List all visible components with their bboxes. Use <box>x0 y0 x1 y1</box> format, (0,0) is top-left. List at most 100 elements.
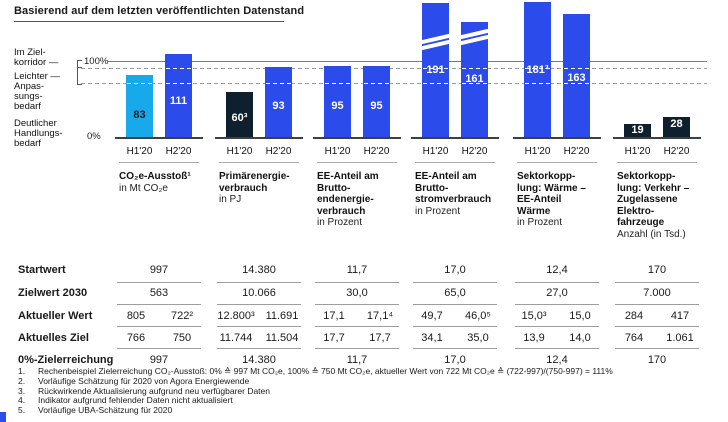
table-cell: 27,0 <box>546 287 568 299</box>
table-cell: 15,0 <box>569 310 591 322</box>
footnote-text: Rückwirkende Aktualisierung aufgrund neu… <box>38 385 270 396</box>
table-row-rule <box>413 348 497 349</box>
table-cell: 15,0³ <box>521 310 547 322</box>
column-label: H1'20 <box>226 146 253 157</box>
table-row-rule <box>315 304 399 305</box>
table-cell: 10.066 <box>242 287 276 299</box>
table-cell: 12,4 <box>546 354 568 366</box>
group-underline <box>517 162 597 163</box>
group-underline <box>219 162 299 163</box>
dashed-gridline-overlay <box>462 83 487 85</box>
table-cell: 17,7 <box>369 332 391 344</box>
axis-zone-label-leichter-anpassungsbedarf: Leichter — Anpas-sungs-bedarf <box>14 71 60 112</box>
footnote-number: 3. <box>18 385 26 396</box>
table-cell: 17,1⁴ <box>366 310 394 322</box>
zone-bracket <box>77 60 83 85</box>
bar-value-label: 28 <box>670 118 683 130</box>
table-cell: 170 <box>647 264 667 276</box>
table-cell: 1.061 <box>666 332 694 344</box>
table-cell: 34,1 <box>421 332 443 344</box>
table-row-rule <box>615 326 699 327</box>
bar-value-label: 181³ <box>526 64 549 76</box>
table-cell: 750 <box>172 332 192 344</box>
dashed-gridline-overlay <box>127 83 152 85</box>
x-axis-baseline <box>115 137 203 139</box>
x-axis-baseline <box>313 137 401 139</box>
table-row-rule <box>217 304 301 305</box>
table-cell: 7.000 <box>643 287 671 299</box>
bar-co2e-ausstoss-h2 <box>165 54 192 138</box>
column-label: H2'20 <box>363 146 390 157</box>
footnote-text: Vorläufige Schätzung für 2020 von Agora … <box>38 375 250 386</box>
dashed-gridline-overlay <box>564 83 589 85</box>
table-cell: 17,7 <box>323 332 345 344</box>
x-axis-baseline <box>411 137 499 139</box>
table-cell: 49,7 <box>421 310 443 322</box>
table-cell: 17,1 <box>323 310 345 322</box>
table-cell: 30,0 <box>346 287 368 299</box>
table-row-rule <box>217 348 301 349</box>
dashed-gridline-overlay <box>525 83 550 85</box>
category-title-sektorkopplung-verkehr: Sektorkopp-lung: Verkehr – Zugelassene Ele… <box>617 171 690 240</box>
table-cell: 170 <box>647 354 667 366</box>
dashed-gridline-overlay <box>166 68 191 70</box>
table-row-rule <box>615 304 699 305</box>
bar-value-label: 163 <box>567 72 586 84</box>
column-label: H2'20 <box>461 146 488 157</box>
table-cell: 997 <box>149 354 169 366</box>
bar-sektorkopplung-verkehr-h1 <box>624 124 651 138</box>
table-row-rule <box>413 326 497 327</box>
bar-sektorkopplung-waerme-h2 <box>563 14 590 138</box>
axis-break-mark <box>417 32 454 51</box>
table-row-rule <box>315 282 399 283</box>
column-label: H2'20 <box>663 146 690 157</box>
category-title-ee-anteil-bruttoendenergieverbrauch: EE-Anteil am Brutto-endenergie-verbrauch i… <box>317 171 379 228</box>
category-title-ee-anteil-bruttostromverbrauch: EE-Anteil am Brutto-stromverbrauch in Proz… <box>415 171 492 217</box>
gridline-dashed-lower <box>81 83 707 85</box>
table-cell: 13,9 <box>523 332 545 344</box>
bar-value-label: 83 <box>133 109 146 121</box>
table-cell: 12,4 <box>546 264 568 276</box>
column-label: H1'20 <box>524 146 551 157</box>
bar-sektorkopplung-waerme-h1 <box>524 2 551 138</box>
group-underline <box>617 162 697 163</box>
table-cell: 417 <box>670 310 690 322</box>
bar-value-label: 95 <box>331 100 344 112</box>
category-title-sektorkopplung-waerme: Sektorkopp-lung: Wärme – EE-Anteil Wärme in… <box>517 171 586 228</box>
gridline-100-percent <box>107 61 707 63</box>
table-row-rule <box>117 326 201 327</box>
table-cell: 14.380 <box>242 264 276 276</box>
bar-ee-anteil-bruttoendenergieverbrauch-h1 <box>324 66 351 138</box>
table-cell: 722² <box>170 310 194 322</box>
x-axis-baseline <box>215 137 303 139</box>
dashed-gridline-overlay <box>462 68 487 70</box>
table-cell: 11.691 <box>265 310 299 322</box>
bar-sektorkopplung-verkehr-h2 <box>663 117 690 138</box>
bar-primaerenergieverbrauch-h2 <box>265 67 292 138</box>
table-cell: 563 <box>149 287 169 299</box>
bar-value-label: 60³ <box>231 112 248 124</box>
footnote-number: 1. <box>18 366 26 376</box>
table-row-rule <box>217 326 301 327</box>
axis-zone-label-im-zielkorridor: Im Ziel-korridor — <box>14 47 59 68</box>
table-cell: 766 <box>126 332 146 344</box>
table-row-label: Aktueller Wert <box>18 310 93 322</box>
column-label: H2'20 <box>563 146 590 157</box>
table-cell: 11.504 <box>265 332 299 344</box>
footnote-text: Indikator aufgrund fehlender Daten nicht… <box>38 395 233 406</box>
y-axis-tick-100: 100% <box>84 56 109 67</box>
table-cell: 14,0 <box>569 332 591 344</box>
footnote-text: Rechenbeispiel Zielerreichung CO₂-Aussto… <box>38 366 613 376</box>
table-cell: 35,0 <box>467 332 489 344</box>
dashed-gridline-overlay <box>364 83 389 85</box>
table-row-label: Startwert <box>18 264 66 276</box>
axis-break-mark <box>456 27 493 46</box>
table-cell: 14.380 <box>242 354 276 366</box>
table-row-label: 0%-Zielerreichung <box>18 354 114 366</box>
bar-value-label: 161 <box>465 73 484 85</box>
table-row-rule <box>217 282 301 283</box>
group-underline <box>317 162 397 163</box>
bar-value-label: 93 <box>272 100 285 112</box>
table-cell: 17,0 <box>444 264 466 276</box>
